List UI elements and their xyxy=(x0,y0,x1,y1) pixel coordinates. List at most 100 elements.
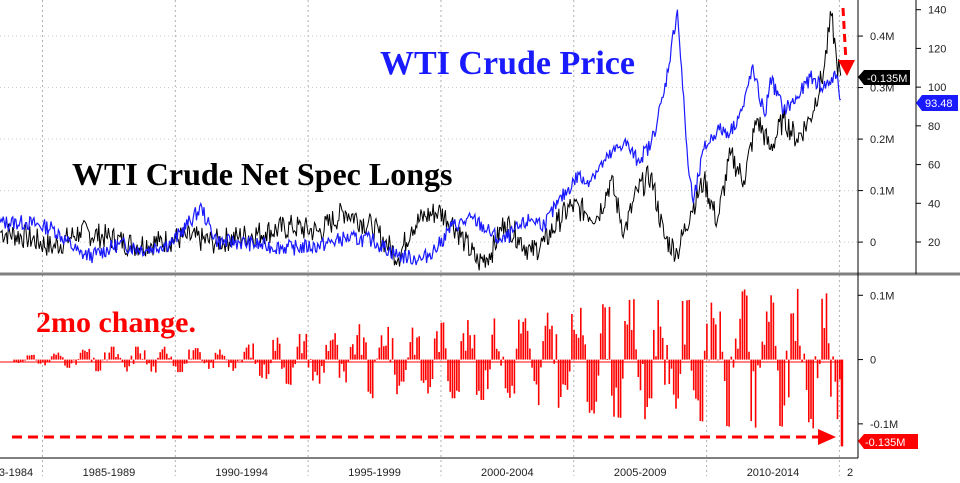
change-bar-293 xyxy=(661,338,664,360)
x-period-label-2: 1990-1994 xyxy=(215,467,268,479)
change-bar-170 xyxy=(389,359,392,362)
change-bar-187 xyxy=(427,359,429,394)
price-title: WTI Crude Price xyxy=(380,45,635,82)
change-bar-322 xyxy=(726,359,728,426)
change-bar-162 xyxy=(371,359,374,399)
change-bar-222 xyxy=(504,359,507,389)
change-bar-134 xyxy=(309,358,312,360)
change-bar-213 xyxy=(484,359,487,371)
change-bar-102 xyxy=(239,359,241,361)
change-bar-357 xyxy=(803,353,806,360)
right-tick-label-3: 80 xyxy=(928,121,940,133)
change-bar-58 xyxy=(141,358,144,360)
change-bar-316 xyxy=(712,318,715,360)
x-period-label-6: 2010-2014 xyxy=(747,467,800,479)
change-bar-334 xyxy=(752,359,755,372)
change-bar-251 xyxy=(568,359,571,372)
change-bar-157 xyxy=(360,354,363,360)
wti-price-line xyxy=(0,9,842,266)
change-bar-65 xyxy=(157,357,159,360)
change-bar-224 xyxy=(509,359,511,398)
top-panel xyxy=(0,9,842,271)
change-bar-156 xyxy=(358,324,361,360)
change-bar-231 xyxy=(524,318,527,360)
change-bar-165 xyxy=(378,347,381,360)
change-bar-181 xyxy=(413,354,416,360)
change-bar-24 xyxy=(66,359,68,368)
change-bar-106 xyxy=(247,344,250,360)
change-bar-85 xyxy=(201,359,203,361)
change-bar-66 xyxy=(159,352,161,360)
change-bar-105 xyxy=(245,347,248,360)
change-bar-43 xyxy=(108,352,111,360)
change-bar-313 xyxy=(706,323,708,360)
change-bar-185 xyxy=(422,359,425,383)
change-bar-149 xyxy=(343,359,345,372)
change-bar-324 xyxy=(730,356,733,360)
change-bar-91 xyxy=(214,352,217,360)
change-bar-115 xyxy=(267,359,270,375)
change-bar-370 xyxy=(832,356,834,360)
change-bar-130 xyxy=(301,353,303,360)
change-bar-171 xyxy=(391,338,394,360)
left-tick-label-4: 0 xyxy=(870,237,876,249)
change-bar-219 xyxy=(498,351,500,360)
change-bar-199 xyxy=(453,359,456,399)
change-bar-326 xyxy=(734,338,737,360)
change-bar-209 xyxy=(475,359,478,395)
change-bar-265 xyxy=(599,333,602,360)
change-bar-136 xyxy=(314,359,316,372)
change-bar-283 xyxy=(639,359,642,391)
change-bar-261 xyxy=(591,359,593,411)
change-bar-296 xyxy=(668,359,671,384)
change-bar-151 xyxy=(347,359,350,362)
change-bar-93 xyxy=(219,349,221,360)
change-bar-263 xyxy=(595,359,598,402)
change-bar-225 xyxy=(511,359,513,386)
change-bar-319 xyxy=(719,311,721,360)
change-bar-164 xyxy=(376,358,378,360)
change-bar-196 xyxy=(447,359,449,382)
change-bar-188 xyxy=(429,359,431,388)
change-bar-327 xyxy=(737,348,739,360)
change-bar-249 xyxy=(564,359,567,386)
change-bar-56 xyxy=(137,346,139,360)
change-bar-122 xyxy=(283,359,285,368)
change-bar-201 xyxy=(458,359,460,392)
change-bar-44 xyxy=(110,346,113,360)
change-bar-145 xyxy=(334,333,336,360)
change-bar-290 xyxy=(655,356,657,360)
change-bar-353 xyxy=(794,341,797,360)
change-bar-325 xyxy=(732,359,735,368)
change-bar-282 xyxy=(637,359,640,377)
change-bar-180 xyxy=(411,327,414,360)
change-bar-80 xyxy=(190,358,192,360)
change-bar-299 xyxy=(675,359,677,409)
change-tick-label-0: 0.1M xyxy=(870,290,894,302)
change-bar-373 xyxy=(839,359,841,380)
change-bar-208 xyxy=(473,334,476,360)
change-bar-46 xyxy=(115,357,117,360)
change-bar-129 xyxy=(298,334,301,360)
longs-badge-text: -0.135M xyxy=(867,73,907,85)
change-bar-259 xyxy=(586,359,589,402)
change-bar-13 xyxy=(42,359,44,363)
change-bar-79 xyxy=(188,349,190,360)
change-bar-9 xyxy=(33,354,35,360)
change-bar-310 xyxy=(699,359,702,421)
change-bar-317 xyxy=(715,324,717,360)
change-bar-190 xyxy=(433,338,436,360)
change-bar-253 xyxy=(573,329,575,360)
change-bar-104 xyxy=(243,351,246,360)
change-bar-146 xyxy=(336,344,339,360)
change-bar-229 xyxy=(520,333,522,360)
change-badge-shape xyxy=(858,434,918,449)
change-bar-302 xyxy=(681,301,684,360)
change-bar-35 xyxy=(90,359,93,362)
change-bar-108 xyxy=(252,343,254,360)
change-bar-63 xyxy=(152,359,155,367)
change-bar-120 xyxy=(278,343,281,360)
change-bar-277 xyxy=(626,324,629,360)
change-bar-271 xyxy=(613,359,615,417)
change-bar-186 xyxy=(425,359,427,381)
